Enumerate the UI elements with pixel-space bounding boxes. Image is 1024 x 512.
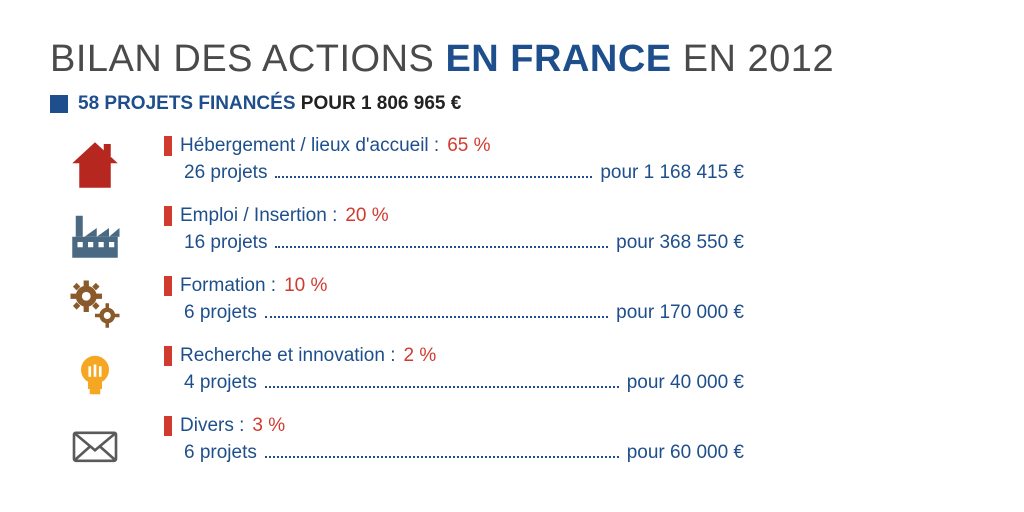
category-list: Hébergement / lieux d'accueil : 65 % 26 … [50,133,974,477]
category-projects: 16 projets [184,232,271,254]
category-detail: 16 projets pour 368 550 € [164,229,744,254]
category-row: Divers : 3 % 6 projets pour 60 000 € [50,413,974,477]
category-label: Formation : [180,275,276,297]
category-content: Recherche et innovation : 2 % 4 projets … [164,343,974,394]
category-header: Emploi / Insertion : 20 % [164,205,974,227]
category-row: Emploi / Insertion : 20 % 16 projets pou… [50,203,974,267]
category-detail: 6 projets pour 60 000 € [164,439,744,464]
category-header: Recherche et innovation : 2 % [164,345,974,367]
dot-leader [265,439,619,458]
category-content: Formation : 10 % 6 projets pour 170 000 … [164,273,974,324]
category-projects: 6 projets [184,302,261,324]
title-pre: BILAN DES ACTIONS [50,38,445,80]
category-percent: 65 % [447,135,490,157]
title-post: EN 2012 [672,38,834,80]
category-amount: pour 170 000 € [612,302,744,324]
house-icon [50,133,140,197]
subtitle-rest: POUR 1 806 965 € [301,93,462,114]
dot-leader [265,369,619,388]
category-row: Recherche et innovation : 2 % 4 projets … [50,343,974,407]
subtitle-main: 58 PROJETS FINANCÉS [78,93,301,114]
dot-leader [265,299,608,318]
envelope-icon [50,413,140,477]
category-label: Emploi / Insertion : [180,205,337,227]
category-percent: 10 % [284,275,327,297]
dot-leader [275,229,608,248]
bulb-icon [50,343,140,407]
factory-icon [50,203,140,267]
mini-bar-icon [164,136,172,156]
mini-bar-icon [164,346,172,366]
dot-leader [275,159,592,178]
category-header: Formation : 10 % [164,275,974,297]
category-row: Hébergement / lieux d'accueil : 65 % 26 … [50,133,974,197]
category-projects: 6 projets [184,442,261,464]
page-title: BILAN DES ACTIONS EN FRANCE EN 2012 [50,38,974,81]
category-detail: 26 projets pour 1 168 415 € [164,159,744,184]
mini-bar-icon [164,276,172,296]
mini-bar-icon [164,206,172,226]
category-label: Recherche et innovation : [180,345,395,367]
category-detail: 6 projets pour 170 000 € [164,299,744,324]
category-amount: pour 40 000 € [623,372,744,394]
category-content: Emploi / Insertion : 20 % 16 projets pou… [164,203,974,254]
subtitle-row: 58 PROJETS FINANCÉS POUR 1 806 965 € [50,93,974,115]
category-label: Divers : [180,415,244,437]
category-percent: 2 % [403,345,436,367]
category-content: Hébergement / lieux d'accueil : 65 % 26 … [164,133,974,184]
subtitle: 58 PROJETS FINANCÉS POUR 1 806 965 € [78,93,461,115]
mini-bar-icon [164,416,172,436]
category-row: Formation : 10 % 6 projets pour 170 000 … [50,273,974,337]
category-percent: 3 % [252,415,285,437]
square-bullet-icon [50,95,68,113]
category-header: Hébergement / lieux d'accueil : 65 % [164,135,974,157]
category-projects: 4 projets [184,372,261,394]
category-amount: pour 60 000 € [623,442,744,464]
category-header: Divers : 3 % [164,415,974,437]
infographic-root: BILAN DES ACTIONS EN FRANCE EN 2012 58 P… [0,0,1024,497]
gears-icon [50,273,140,337]
category-content: Divers : 3 % 6 projets pour 60 000 € [164,413,974,464]
category-label: Hébergement / lieux d'accueil : [180,135,439,157]
category-percent: 20 % [345,205,388,227]
category-detail: 4 projets pour 40 000 € [164,369,744,394]
title-highlight: EN FRANCE [445,38,671,80]
category-projects: 26 projets [184,162,271,184]
category-amount: pour 368 550 € [612,232,744,254]
category-amount: pour 1 168 415 € [596,162,744,184]
